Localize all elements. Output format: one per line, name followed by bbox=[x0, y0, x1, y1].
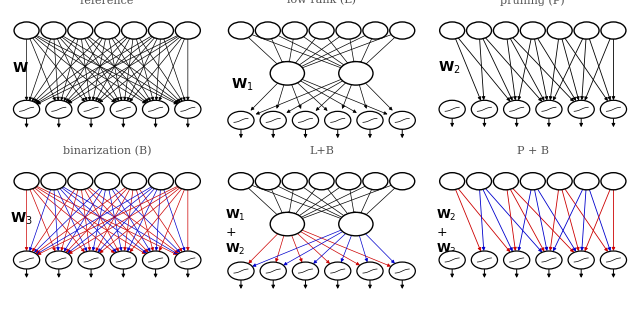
Circle shape bbox=[228, 173, 253, 190]
Circle shape bbox=[601, 173, 626, 190]
Circle shape bbox=[600, 251, 627, 269]
Text: $\mathbf{W}_2$: $\mathbf{W}_2$ bbox=[438, 60, 461, 76]
Circle shape bbox=[228, 111, 254, 129]
Circle shape bbox=[363, 22, 388, 39]
Circle shape bbox=[148, 22, 173, 39]
Circle shape bbox=[255, 173, 280, 190]
Circle shape bbox=[68, 22, 93, 39]
Circle shape bbox=[357, 262, 383, 280]
Circle shape bbox=[520, 173, 545, 190]
Circle shape bbox=[471, 100, 497, 118]
Circle shape bbox=[260, 111, 286, 129]
Text: L+B: L+B bbox=[309, 146, 334, 156]
Circle shape bbox=[14, 173, 39, 190]
Text: $\mathbf{W}_3$: $\mathbf{W}_3$ bbox=[10, 210, 33, 227]
Circle shape bbox=[389, 262, 415, 280]
Circle shape bbox=[439, 251, 465, 269]
Text: pruning (P): pruning (P) bbox=[500, 0, 565, 6]
Circle shape bbox=[389, 111, 415, 129]
Circle shape bbox=[41, 173, 66, 190]
Circle shape bbox=[282, 22, 307, 39]
Circle shape bbox=[339, 212, 373, 236]
Circle shape bbox=[324, 111, 351, 129]
Circle shape bbox=[471, 251, 497, 269]
Text: reference: reference bbox=[80, 0, 134, 6]
Circle shape bbox=[45, 251, 72, 269]
Circle shape bbox=[260, 262, 286, 280]
Circle shape bbox=[536, 251, 562, 269]
Circle shape bbox=[78, 100, 104, 118]
Circle shape bbox=[255, 22, 280, 39]
Circle shape bbox=[439, 100, 465, 118]
Circle shape bbox=[68, 173, 93, 190]
Text: low-rank (L): low-rank (L) bbox=[287, 0, 356, 6]
Circle shape bbox=[95, 22, 120, 39]
Circle shape bbox=[175, 100, 201, 118]
Circle shape bbox=[309, 22, 334, 39]
Circle shape bbox=[357, 111, 383, 129]
Circle shape bbox=[148, 173, 173, 190]
Circle shape bbox=[493, 173, 518, 190]
Circle shape bbox=[175, 251, 201, 269]
Circle shape bbox=[143, 100, 169, 118]
Circle shape bbox=[270, 212, 305, 236]
Circle shape bbox=[467, 173, 492, 190]
Circle shape bbox=[282, 173, 307, 190]
Circle shape bbox=[600, 100, 627, 118]
Circle shape bbox=[568, 100, 595, 118]
Circle shape bbox=[228, 262, 254, 280]
Circle shape bbox=[601, 22, 626, 39]
Circle shape bbox=[336, 22, 361, 39]
Circle shape bbox=[363, 173, 388, 190]
Circle shape bbox=[13, 251, 40, 269]
Circle shape bbox=[13, 100, 40, 118]
Text: $\mathbf{W}_2$
$+$
$\mathbf{W}_3$: $\mathbf{W}_2$ $+$ $\mathbf{W}_3$ bbox=[436, 208, 457, 257]
Circle shape bbox=[504, 100, 530, 118]
Circle shape bbox=[175, 22, 200, 39]
Circle shape bbox=[339, 62, 373, 85]
Circle shape bbox=[95, 173, 120, 190]
Circle shape bbox=[390, 173, 415, 190]
Circle shape bbox=[78, 251, 104, 269]
Circle shape bbox=[309, 173, 334, 190]
Circle shape bbox=[270, 62, 305, 85]
Circle shape bbox=[536, 100, 562, 118]
Text: binarization (B): binarization (B) bbox=[63, 146, 152, 156]
Circle shape bbox=[122, 22, 147, 39]
Circle shape bbox=[504, 251, 530, 269]
Circle shape bbox=[41, 22, 66, 39]
Circle shape bbox=[45, 100, 72, 118]
Circle shape bbox=[568, 251, 595, 269]
Text: $\mathbf{W}_1$
$+$
$\mathbf{W}_2$: $\mathbf{W}_1$ $+$ $\mathbf{W}_2$ bbox=[225, 208, 246, 257]
Circle shape bbox=[228, 22, 253, 39]
Circle shape bbox=[547, 173, 572, 190]
Circle shape bbox=[110, 251, 136, 269]
Text: $\mathbf{W}_1$: $\mathbf{W}_1$ bbox=[231, 76, 253, 93]
Circle shape bbox=[122, 173, 147, 190]
Circle shape bbox=[547, 22, 572, 39]
Circle shape bbox=[324, 262, 351, 280]
Circle shape bbox=[292, 262, 319, 280]
Circle shape bbox=[292, 111, 319, 129]
Circle shape bbox=[390, 22, 415, 39]
Text: P + B: P + B bbox=[517, 146, 548, 156]
Circle shape bbox=[336, 173, 361, 190]
Circle shape bbox=[143, 251, 169, 269]
Circle shape bbox=[574, 22, 599, 39]
Text: $\mathbf{W}$: $\mathbf{W}$ bbox=[12, 61, 29, 75]
Circle shape bbox=[520, 22, 545, 39]
Circle shape bbox=[110, 100, 136, 118]
Circle shape bbox=[440, 173, 465, 190]
Circle shape bbox=[493, 22, 518, 39]
Circle shape bbox=[440, 22, 465, 39]
Circle shape bbox=[175, 173, 200, 190]
Circle shape bbox=[14, 22, 39, 39]
Circle shape bbox=[574, 173, 599, 190]
Circle shape bbox=[467, 22, 492, 39]
